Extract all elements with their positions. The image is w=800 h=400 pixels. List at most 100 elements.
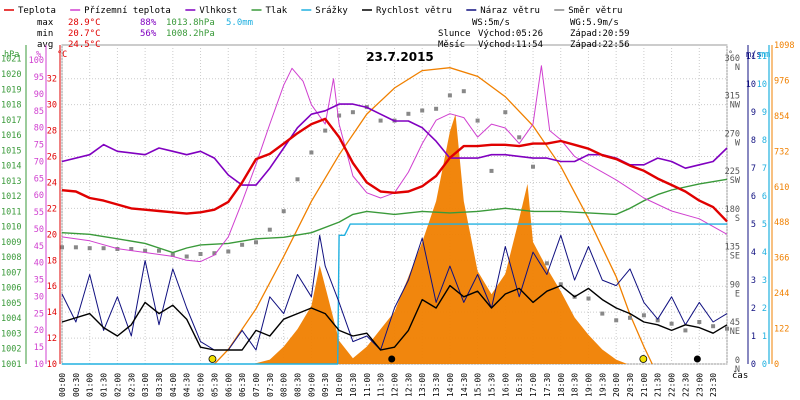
wind-direction-point (600, 311, 605, 316)
x-tick-label: 23:00 (695, 373, 704, 397)
wind-direction-point (614, 318, 619, 323)
wind-direction-tick-label: 180 (725, 205, 740, 215)
rain-tick-label: 4 (762, 248, 767, 258)
wind-direction-tick-label: 0 (735, 356, 740, 366)
pressure-tick-label: 1002 (1, 345, 21, 355)
stats-max-label: max (37, 18, 54, 28)
x-tick-label: 04:30 (183, 373, 192, 397)
wind-direction-point (240, 242, 245, 247)
wind-speed-tick-label: 6 (751, 192, 756, 202)
solar-tick-label: 854 (774, 112, 789, 122)
x-tick-label: 00:30 (72, 373, 81, 397)
humidity-tick-label: 25 (34, 309, 44, 319)
pressure-tick-label: 1004 (1, 314, 21, 324)
wind-direction-point (350, 110, 355, 115)
humidity-tick-label: 90 (34, 90, 44, 100)
stats-max-hum: 88% (140, 18, 157, 28)
wind-direction-point (655, 318, 660, 323)
wind-direction-cardinal: W (735, 138, 741, 148)
wind-direction-point (544, 261, 549, 266)
x-tick-label: 19:30 (598, 373, 607, 397)
wind-direction-point (198, 252, 203, 256)
solar-tick-label: 366 (774, 254, 789, 264)
lines-layer (61, 65, 728, 365)
x-tick-label: 08:00 (280, 373, 289, 397)
pressure-tick-label: 1006 (1, 284, 21, 294)
wind-speed-tick-label: 0 (751, 360, 756, 370)
x-tick-label: 05:30 (210, 373, 219, 397)
x-tick-label: 16:00 (501, 373, 510, 397)
wind-direction-point (517, 135, 522, 140)
wind-direction-axis-unit: ° (728, 50, 733, 60)
stats-min-label: min (37, 29, 53, 39)
stats-min-temp: 20.7°C (68, 29, 101, 39)
pressure-tick-label: 1010 (1, 223, 21, 233)
wind-speed-tick-label: 10 (746, 80, 756, 90)
info-wg: WG:5.9m/s (570, 18, 619, 28)
x-tick-label: 19:00 (585, 373, 594, 397)
rain-axis-unit: mm (760, 50, 770, 60)
temperature-tick-label: 22 (47, 204, 57, 214)
axes: hPa1001100210031004100510061007100810091… (1, 41, 794, 397)
wind-direction-cardinal: N (735, 63, 740, 73)
rain-tick-label: 6 (762, 192, 767, 202)
rain-tick-label: 11 (757, 52, 767, 62)
x-tick-label: 17:30 (543, 373, 552, 397)
wind-direction-point (434, 106, 439, 111)
solar-tick-label: 976 (774, 76, 789, 86)
wind-speed-tick-label: 8 (751, 136, 756, 146)
humidity-tick-label: 95 (34, 73, 44, 83)
sun-moon-markers (208, 355, 701, 363)
temperature-tick-label: 24 (47, 179, 57, 189)
humidity-tick-label: 45 (34, 242, 44, 252)
humidity-tick-label: 85 (34, 107, 44, 117)
x-tick-label: 15:30 (488, 373, 497, 397)
pressure-tick-label: 1009 (1, 238, 21, 248)
wind-direction-point (489, 168, 494, 173)
x-tick-label: 22:00 (668, 373, 677, 397)
pressure-tick-label: 1015 (1, 146, 21, 156)
sunset-marker (639, 355, 648, 363)
solar-tick-label: 122 (774, 325, 789, 335)
pressure-tick-label: 1014 (1, 162, 21, 172)
wind-direction-tick-label: 315 (725, 92, 740, 102)
humidity-tick-label: 55 (34, 208, 44, 218)
wind-direction-tick-label: 135 (725, 243, 740, 253)
wind-direction-point (503, 110, 508, 115)
wind-direction-point (420, 108, 425, 113)
wind-direction-point (309, 150, 314, 155)
x-tick-label: 10:30 (349, 373, 358, 397)
wind-direction-point (725, 326, 729, 331)
wind-direction-point (254, 240, 258, 245)
x-tick-label: 05:00 (197, 373, 206, 397)
x-tick-label: 21:30 (654, 373, 663, 397)
temperature-tick-label: 18 (47, 256, 57, 266)
humidity-tick-label: 10 (34, 360, 44, 370)
x-tick-label: 03:30 (155, 373, 164, 397)
moonset-marker (693, 355, 701, 363)
series-solar-max (213, 67, 653, 365)
x-tick-label: 12:00 (391, 373, 400, 397)
wind-direction-tick-label: 45 (730, 318, 740, 328)
x-tick-label: 16:30 (515, 373, 524, 397)
wind-direction-point (641, 313, 646, 318)
stats-block: max 28.9°C 88% 1013.8hPa 5.0mm min 20.7°… (37, 18, 253, 50)
stats-min-hum: 56% (140, 29, 157, 39)
pressure-tick-label: 1021 (1, 55, 21, 65)
wind-direction-point (406, 111, 411, 116)
legend-label-prizemni-teplota: Přízemní teplota (84, 6, 171, 16)
wind-direction-point (184, 254, 189, 259)
humidity-tick-label: 100 (29, 56, 44, 66)
wind-direction-point (60, 245, 64, 250)
solar-tick-label: 610 (774, 183, 789, 193)
rain-tick-label: 8 (762, 136, 767, 146)
wind-direction-point (170, 252, 175, 257)
wind-direction-point (267, 227, 272, 232)
x-tick-label: 02:00 (113, 373, 122, 397)
pressure-tick-label: 1008 (1, 253, 21, 263)
info-sun-label: Slunce (438, 29, 471, 39)
wind-speed-axis-unit: m/s (746, 50, 761, 60)
pressure-axis-unit: hPa (4, 50, 19, 60)
x-tick-label: 06:30 (238, 373, 247, 397)
